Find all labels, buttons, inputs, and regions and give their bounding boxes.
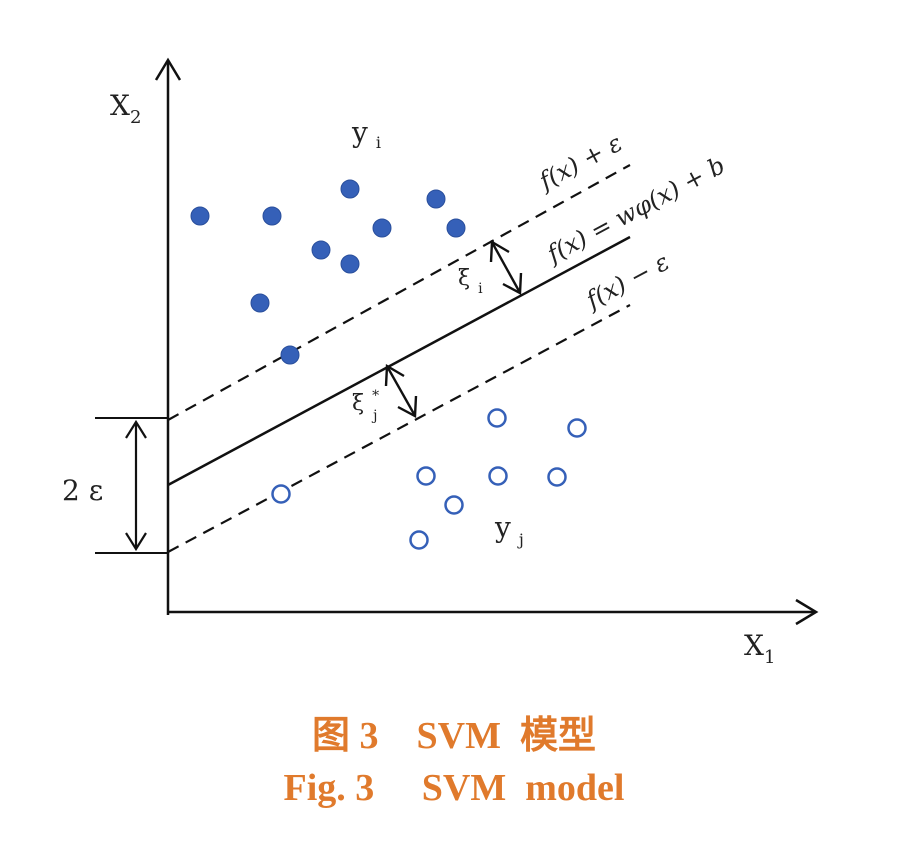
margin-width-label: 2 ε	[62, 474, 103, 507]
hollow-point	[567, 418, 587, 438]
upper-margin-line	[167, 164, 631, 421]
hollow-point	[409, 530, 429, 550]
filled-point	[446, 218, 466, 238]
lower-margin-line	[167, 304, 631, 553]
hollow-point	[271, 484, 291, 504]
slack-lower-arrow	[386, 367, 416, 415]
hollow-points	[271, 408, 587, 550]
hollow-point	[487, 408, 507, 428]
slack-upper-arrow-head-top	[489, 239, 510, 263]
filled-point	[372, 218, 392, 238]
filled-point	[340, 179, 360, 199]
x-axis-label: X1	[744, 629, 775, 668]
slack-lower-arrow-head-top	[384, 363, 405, 387]
filled-point	[340, 254, 360, 274]
filled-points	[190, 179, 466, 365]
hollow-point	[488, 466, 508, 486]
filled-point	[311, 240, 331, 260]
slack-upper-arrow	[491, 243, 521, 292]
hollow-point	[444, 495, 464, 515]
x-axis-arrowhead	[795, 598, 819, 626]
slack-lower-arrow-head-bottom	[397, 395, 418, 418]
figure-caption-chinese: 图 3 SVM 模型	[312, 715, 596, 757]
filled-point	[426, 189, 446, 209]
filled-point	[280, 345, 300, 365]
y-axis-arrowhead	[154, 57, 182, 81]
figure-caption-english: Fig. 3 SVM model	[283, 767, 625, 809]
y-axis-label: X2	[110, 89, 141, 128]
filled-point	[250, 293, 270, 313]
epsilon-arrow-top-head	[125, 419, 147, 439]
hollow-point	[416, 466, 436, 486]
filled-point	[262, 206, 282, 226]
filled-point	[190, 206, 210, 226]
slack-upper-arrow-head-bottom	[502, 272, 523, 295]
upper-margin-label: f(x) + ε	[533, 129, 627, 197]
slack-lower-label: ξ * j	[352, 388, 379, 424]
epsilon-arrow-bottom-head	[125, 532, 147, 552]
center-regression-line	[167, 235, 631, 487]
hollow-point	[547, 467, 567, 487]
